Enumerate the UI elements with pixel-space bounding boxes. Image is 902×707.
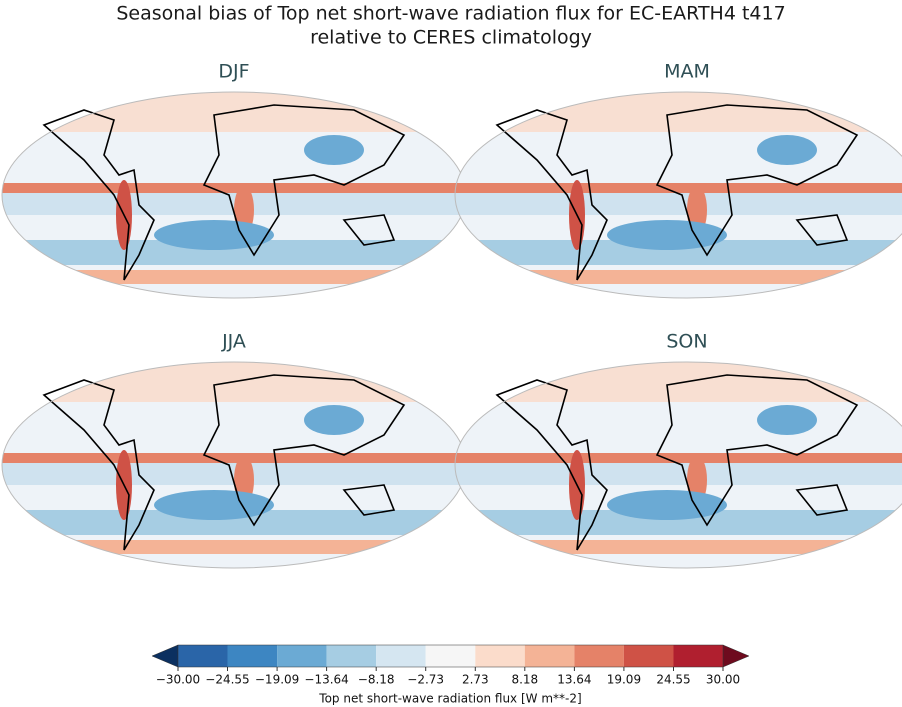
colorbar-segment	[673, 645, 723, 667]
map	[455, 92, 902, 298]
colorbar-extend	[151, 644, 179, 668]
figure-subtitle: relative to CERES climatology	[310, 27, 592, 49]
colorbar-segment	[524, 645, 575, 667]
colorbar-tick-label: −19.09	[255, 673, 299, 687]
colorbar-segment	[425, 645, 476, 667]
colorbar-segment	[376, 645, 426, 667]
map	[455, 362, 902, 568]
colorbar-tick-label: −24.55	[205, 673, 249, 687]
colorbar-tick-label: 2.73	[462, 673, 489, 687]
colorbar-tick-label: 19.09	[607, 673, 641, 687]
colorbar-tick-label: 30.00	[706, 673, 740, 687]
colorbar-segment	[178, 645, 228, 667]
colorbar-segment	[623, 645, 674, 667]
panel-title: SON	[666, 331, 707, 353]
colorbar-tick-label: −13.64	[304, 673, 348, 687]
colorbar-segment	[277, 645, 327, 667]
colorbar-segment	[227, 645, 278, 667]
colorbar-extend	[722, 644, 750, 668]
colorbar-segment	[326, 645, 377, 667]
colorbar-tick-label: −2.73	[407, 673, 444, 687]
colorbar-tick-label: 8.18	[511, 673, 538, 687]
colorbar-tick-label: 24.55	[656, 673, 690, 687]
colorbar-tick-label: −30.00	[156, 673, 200, 687]
panel-title: JJA	[221, 331, 246, 353]
colorbar-segment	[475, 645, 525, 667]
panel-title: DJF	[218, 61, 249, 83]
colorbar-label: Top net short-wave radiation flux [W m**…	[318, 692, 581, 706]
colorbar-tick-label: −8.18	[358, 673, 395, 687]
colorbar-segment	[574, 645, 624, 667]
colorbar-frame	[177, 644, 724, 668]
figure-title: Seasonal bias of Top net short-wave radi…	[116, 3, 785, 25]
colorbar-tick-label: 13.64	[557, 673, 591, 687]
map	[2, 92, 466, 298]
panel-title: MAM	[664, 61, 710, 83]
map	[2, 362, 466, 568]
